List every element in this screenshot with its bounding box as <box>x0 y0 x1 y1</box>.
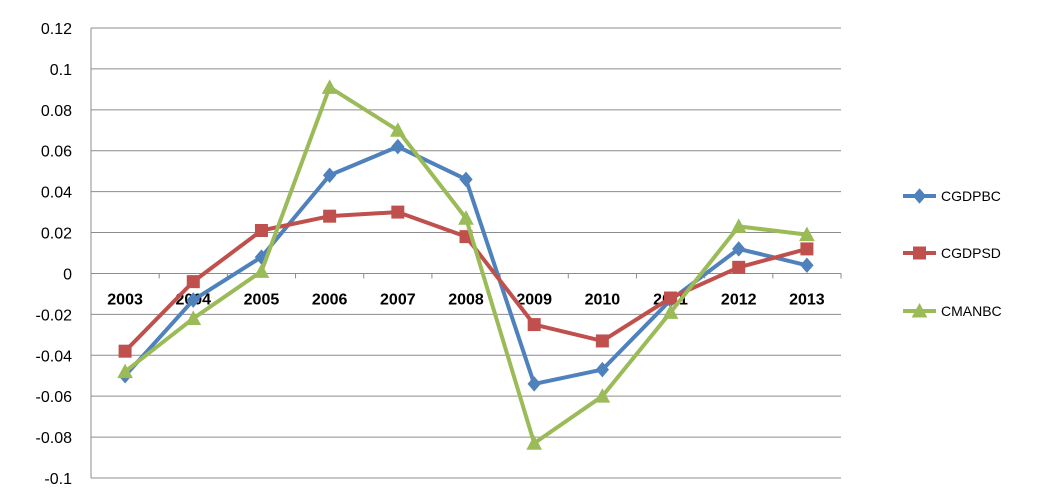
data-point-diamond <box>800 257 814 274</box>
data-point-triangle <box>253 263 270 278</box>
x-tick-label: 2008 <box>448 291 484 308</box>
x-tick-label: 2003 <box>107 291 143 308</box>
y-tick-label: -0.04 <box>36 348 73 365</box>
data-point-triangle <box>389 122 406 137</box>
legend-label: CMANBC <box>941 303 1002 319</box>
legend-label: CGDPBC <box>941 188 1001 204</box>
y-tick-label: -0.06 <box>36 389 73 406</box>
axes <box>90 28 842 478</box>
data-point-diamond <box>459 171 473 188</box>
x-tick-label: 2013 <box>789 291 825 308</box>
x-tick-label: 2012 <box>721 291 757 308</box>
data-point-square <box>913 246 926 260</box>
data-point-square <box>254 224 268 237</box>
data-point-square <box>800 242 814 256</box>
x-tick-label: 2009 <box>516 291 552 308</box>
series-cmanbc <box>117 79 815 450</box>
data-point-triangle <box>458 210 474 225</box>
data-point-triangle <box>185 310 202 325</box>
data-point-triangle <box>117 363 133 379</box>
data-point-diamond <box>732 241 746 257</box>
series-cgdpsd <box>118 205 814 358</box>
legend-item-cgdpsd: CGDPSD <box>903 245 1001 261</box>
data-point-triangle <box>321 79 338 94</box>
y-tick-label: 0 <box>63 266 72 283</box>
data-point-square <box>323 209 337 223</box>
data-point-triangle <box>799 226 815 242</box>
data-point-square <box>664 291 678 305</box>
y-axis-tick-labels: -0.1 -0.08 -0.06 -0.04 -0.02 0 0.02 0.04 0.06 0.0… <box>36 21 73 488</box>
data-point-square <box>732 260 746 274</box>
data-point-triangle <box>662 304 679 319</box>
y-tick-label: 0.06 <box>41 144 72 161</box>
data-point-diamond <box>186 292 200 308</box>
series-line <box>123 85 808 446</box>
data-point-diamond <box>322 167 337 184</box>
data-point-triangle <box>526 435 543 450</box>
y-tick-label: 0.02 <box>41 226 72 243</box>
x-tick-label: 2007 <box>380 291 416 308</box>
data-point-triangle <box>911 302 928 318</box>
data-point-square <box>118 344 132 358</box>
y-tick-label: -0.08 <box>36 430 73 447</box>
legend-item-cgdpbc: CGDPBC <box>903 188 1001 204</box>
y-tick-label: 0.08 <box>41 103 72 120</box>
x-tick-label: 2010 <box>585 291 621 308</box>
data-point-triangle <box>730 218 747 233</box>
gridlines <box>91 27 841 479</box>
data-point-diamond <box>527 376 541 392</box>
data-point-square <box>186 275 200 289</box>
y-tick-label: 0.04 <box>41 185 72 202</box>
data-point-diamond <box>391 138 405 155</box>
data-point-square <box>391 205 405 219</box>
data-point-square <box>527 318 541 332</box>
data-point-diamond <box>595 361 610 378</box>
data-point-square <box>595 334 609 348</box>
y-tick-label: 0.1 <box>50 62 72 79</box>
y-tick-label: -0.02 <box>36 307 73 324</box>
series-group <box>117 79 815 450</box>
y-tick-label: 0.12 <box>41 21 72 38</box>
y-tick-label: -0.1 <box>44 471 72 488</box>
legend: CGDPBC CGDPSD CMANBC <box>903 188 1002 319</box>
legend-item-cmanbc: CMANBC <box>903 302 1002 319</box>
data-point-diamond <box>912 188 927 204</box>
x-tick-label: 2006 <box>312 291 348 308</box>
legend-label: CGDPSD <box>941 245 1001 261</box>
data-point-triangle <box>594 388 611 403</box>
x-tick-label: 2005 <box>244 291 280 308</box>
